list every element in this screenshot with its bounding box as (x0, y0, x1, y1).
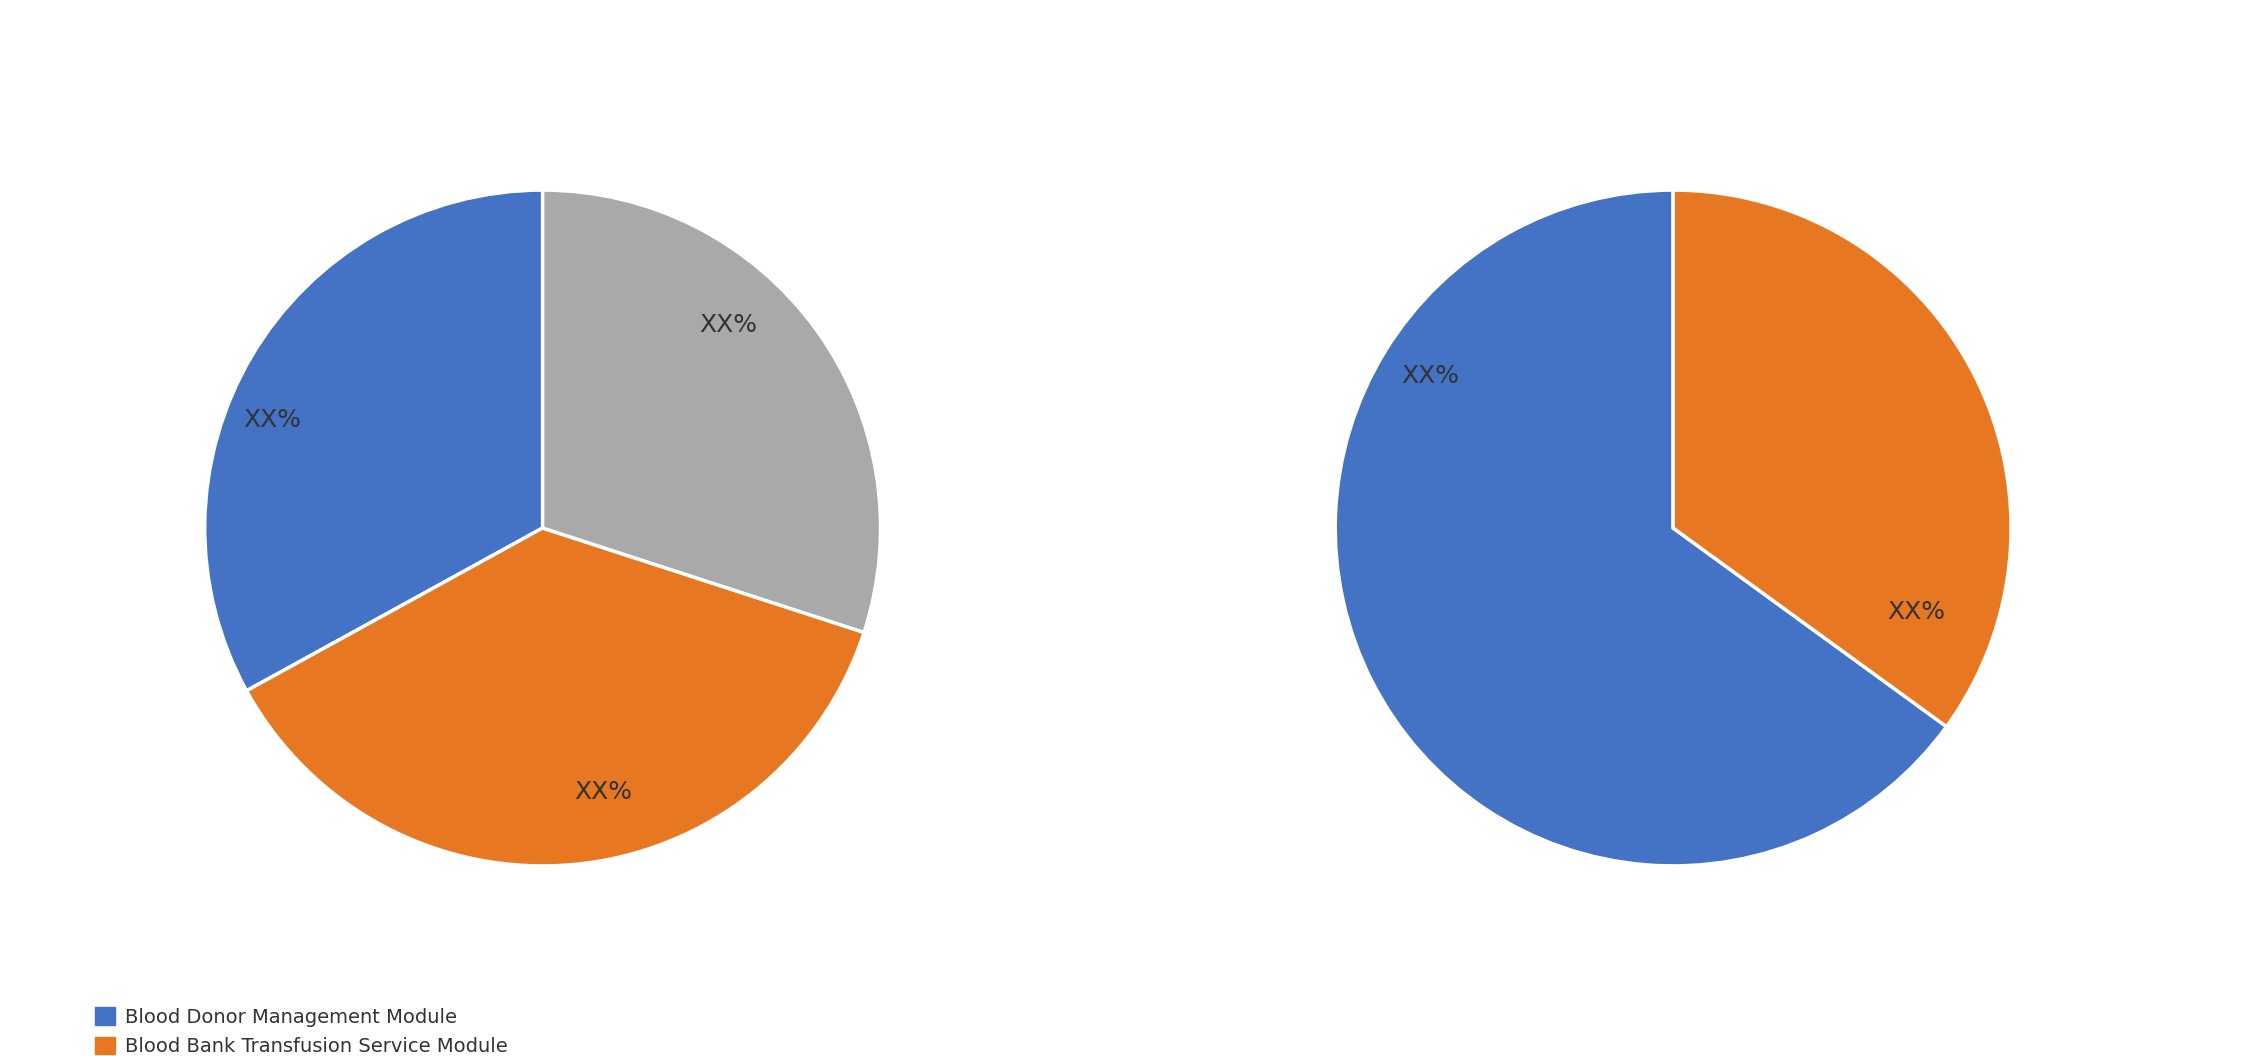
Text: Website: www.theindustrystats.com: Website: www.theindustrystats.com (1537, 1006, 1965, 1026)
Text: Source: Theindustrystats Analysis: Source: Theindustrystats Analysis (90, 1006, 493, 1026)
Text: XX%: XX% (699, 314, 757, 337)
Legend: Blood Donor Management Module, Blood Bank Transfusion Service Module, Other: Blood Donor Management Module, Blood Ban… (88, 1000, 516, 1056)
Text: XX%: XX% (1402, 364, 1458, 388)
Legend: Hospital, Blood Station: Hospital, Blood Station (1348, 1050, 1662, 1056)
Text: Email: sales@theindustrystats.com: Email: sales@theindustrystats.com (837, 1006, 1250, 1026)
Text: XX%: XX% (244, 408, 301, 432)
Wedge shape (206, 190, 543, 691)
Text: XX%: XX% (574, 779, 633, 804)
Text: XX%: XX% (1888, 601, 1944, 624)
Wedge shape (246, 528, 864, 866)
Wedge shape (543, 190, 880, 633)
Wedge shape (1673, 190, 2010, 727)
Text: Fig. Global Blood Bank Management Market Share by Product Types & Application: Fig. Global Blood Bank Management Market… (27, 41, 1438, 70)
Wedge shape (1336, 190, 1947, 866)
